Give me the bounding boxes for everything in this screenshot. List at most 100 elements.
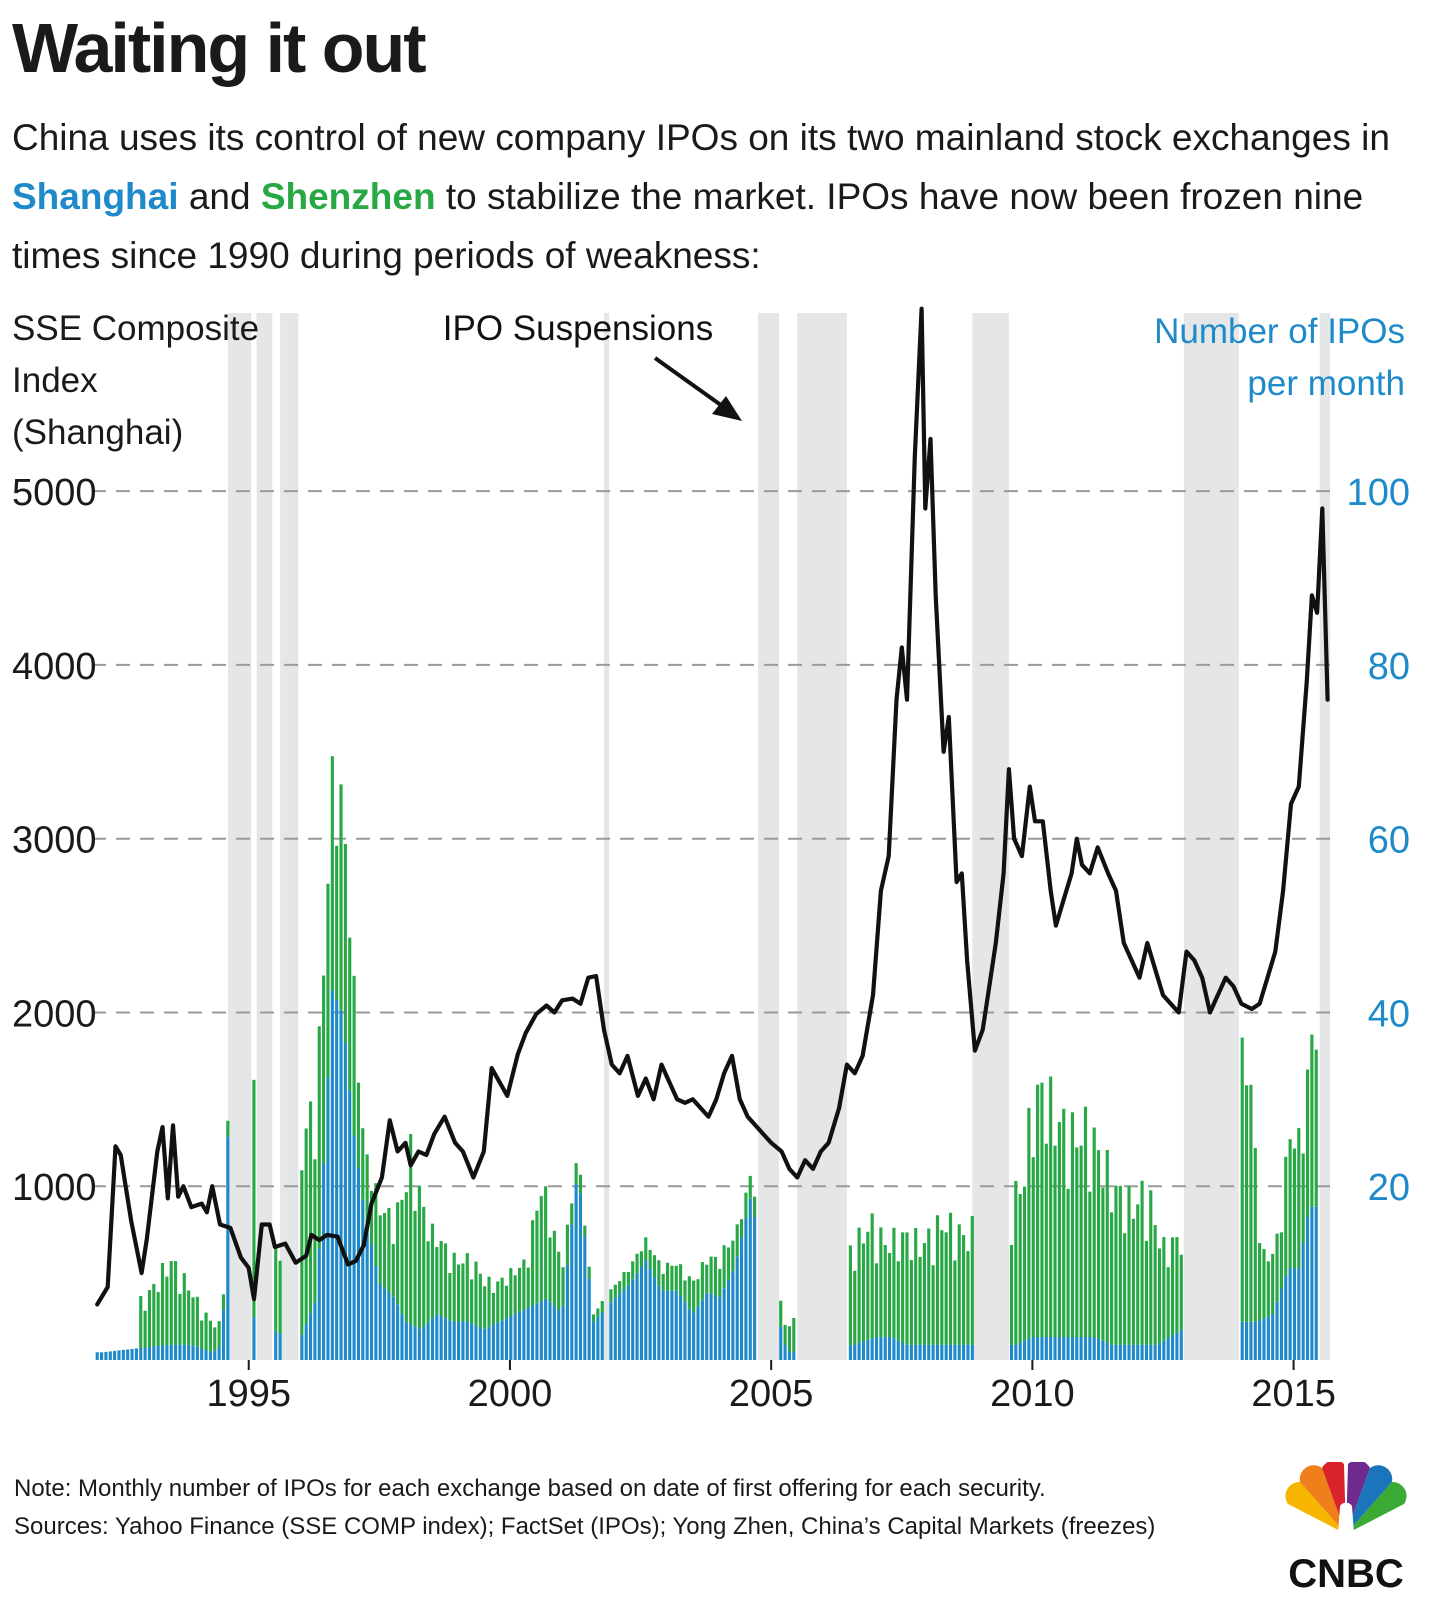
shenzhen-ipo-bar — [718, 1268, 722, 1297]
shanghai-ipo-bar — [531, 1305, 535, 1360]
shanghai-ipo-bar — [104, 1351, 108, 1360]
shanghai-ipo-bar — [160, 1345, 165, 1360]
shanghai-ipo-bar — [139, 1347, 143, 1360]
shanghai-ipo-bar — [326, 1077, 330, 1360]
shenzhen-ipo-bar — [1284, 1156, 1288, 1276]
ipo-suspensions-annotation: IPO Suspensions — [443, 309, 713, 348]
left-tick-label: 4000 — [12, 646, 97, 688]
shenzhen-ipo-bar — [400, 1199, 404, 1314]
subtitle-shenzhen: Shenzhen — [260, 176, 436, 217]
shanghai-ipo-bar — [1179, 1329, 1183, 1360]
shenzhen-ipo-bar — [552, 1230, 556, 1307]
shanghai-ipo-bar — [935, 1344, 940, 1360]
shanghai-ipo-bar — [631, 1279, 635, 1360]
shanghai-ipo-bar — [1036, 1336, 1040, 1360]
shenzhen-ipo-bar — [457, 1264, 461, 1322]
shenzhen-ipo-bar — [1157, 1248, 1162, 1344]
shenzhen-ipo-bar — [339, 784, 343, 1010]
shanghai-ipo-bar — [1131, 1344, 1135, 1360]
shenzhen-ipo-bar — [382, 1213, 387, 1289]
shanghai-ipo-bar — [1275, 1301, 1279, 1360]
suspension-band — [1183, 313, 1239, 1360]
cnbc-wordmark: CNBC — [1288, 1552, 1404, 1592]
shanghai-ipo-bar — [448, 1320, 452, 1360]
shenzhen-ipo-bar — [478, 1273, 482, 1328]
shanghai-ipo-bar — [1114, 1344, 1118, 1360]
shanghai-ipo-bar — [304, 1324, 308, 1360]
shenzhen-ipo-bar — [204, 1312, 208, 1351]
shenzhen-ipo-bar — [169, 1261, 173, 1345]
shenzhen-ipo-bar — [1070, 1112, 1074, 1337]
shenzhen-ipo-bar — [700, 1262, 704, 1300]
suspension-band — [280, 313, 299, 1360]
shanghai-ipo-bar — [213, 1350, 217, 1360]
shenzhen-ipo-bar — [378, 1215, 382, 1284]
shanghai-ipo-bar — [252, 1317, 256, 1360]
shanghai-ipo-bar — [1305, 1217, 1310, 1360]
shenzhen-ipo-bar — [670, 1265, 674, 1291]
shenzhen-ipo-bar — [426, 1241, 430, 1323]
shenzhen-ipo-bar — [927, 1228, 931, 1345]
shanghai-ipo-bar — [1153, 1344, 1157, 1360]
shenzhen-ipo-bar — [901, 1232, 905, 1343]
shanghai-ipo-bar — [539, 1301, 543, 1360]
shanghai-ipo-bar — [679, 1295, 683, 1360]
shenzhen-ipo-bar — [452, 1252, 456, 1322]
shanghai-ipo-bar — [108, 1351, 112, 1360]
shanghai-ipo-bar — [1249, 1321, 1253, 1360]
shenzhen-ipo-bar — [317, 1026, 321, 1249]
shenzhen-ipo-bar — [531, 1220, 535, 1306]
suspension-band — [758, 313, 779, 1360]
sources-line: Sources: Yahoo Finance (SSE COMP index);… — [14, 1513, 1156, 1540]
shanghai-ipo-bar — [422, 1326, 426, 1360]
left-tick-label: 2000 — [12, 993, 97, 1035]
shanghai-ipo-bar — [400, 1313, 404, 1360]
shanghai-ipo-bar — [683, 1302, 687, 1360]
shenzhen-ipo-bar — [1305, 1069, 1310, 1218]
shenzhen-ipo-bar — [914, 1227, 918, 1345]
shanghai-ipo-bar — [552, 1306, 556, 1360]
shanghai-ipo-bar — [918, 1344, 922, 1360]
shenzhen-ipo-bar — [1279, 1232, 1283, 1289]
shanghai-ipo-bar — [274, 1330, 278, 1360]
shanghai-ipo-bar — [208, 1351, 212, 1360]
shanghai-ipo-bar — [909, 1344, 913, 1360]
shanghai-ipo-bar — [465, 1321, 469, 1360]
shanghai-ipo-bar — [591, 1321, 596, 1360]
shenzhen-ipo-bar — [578, 1174, 583, 1194]
shanghai-ipo-bar — [526, 1307, 530, 1360]
shanghai-ipo-bar — [883, 1336, 887, 1360]
shenzhen-ipo-bar — [609, 1289, 613, 1303]
shenzhen-ipo-bar — [252, 1079, 256, 1318]
shanghai-ipo-bar — [134, 1348, 138, 1360]
shenzhen-ipo-bar — [182, 1273, 186, 1345]
shenzhen-ipo-bar — [726, 1247, 731, 1280]
shanghai-ipo-bar — [1271, 1314, 1275, 1360]
shenzhen-ipo-bar — [696, 1279, 700, 1307]
shenzhen-ipo-bar — [513, 1275, 517, 1314]
shenzhen-ipo-bar — [644, 1237, 648, 1261]
shanghai-ipo-bar — [382, 1288, 387, 1360]
shenzhen-ipo-bar — [422, 1206, 426, 1327]
shenzhen-ipo-bar — [935, 1215, 940, 1345]
shenzhen-ipo-bar — [1314, 1049, 1318, 1207]
shanghai-ipo-bar — [169, 1344, 173, 1360]
shanghai-ipo-bar — [896, 1340, 900, 1360]
shanghai-ipo-bar — [962, 1344, 966, 1360]
shenzhen-ipo-bar — [1075, 1147, 1079, 1337]
shanghai-ipo-bar — [565, 1265, 569, 1360]
shenzhen-ipo-bar — [744, 1192, 748, 1218]
shanghai-ipo-bar — [948, 1344, 953, 1360]
shenzhen-ipo-bar — [474, 1261, 478, 1326]
shenzhen-ipo-bar — [535, 1210, 539, 1304]
shanghai-ipo-bar — [1118, 1344, 1122, 1360]
shanghai-ipo-bar — [609, 1302, 613, 1360]
shenzhen-ipo-bar — [591, 1314, 596, 1322]
shenzhen-ipo-bar — [500, 1277, 504, 1321]
shenzhen-ipo-bar — [596, 1308, 600, 1317]
shenzhen-ipo-bar — [1083, 1106, 1088, 1337]
shanghai-ipo-bar — [165, 1344, 169, 1360]
shenzhen-ipo-bar — [1271, 1253, 1275, 1315]
cnbc-logo: CNBC — [1266, 1460, 1426, 1596]
shanghai-ipo-bar — [1240, 1321, 1244, 1360]
